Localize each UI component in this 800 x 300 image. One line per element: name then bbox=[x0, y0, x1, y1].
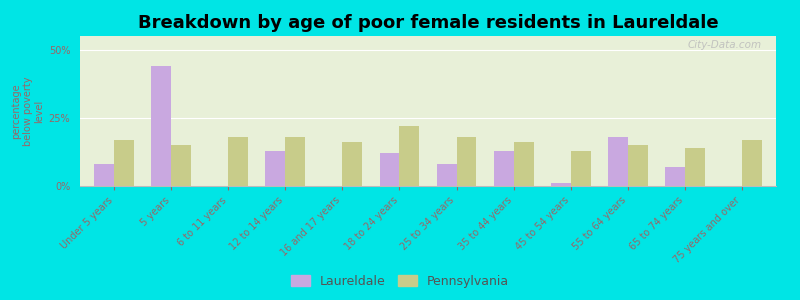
Bar bbox=[457, 137, 477, 186]
Bar bbox=[286, 137, 306, 186]
Text: City-Data.com: City-Data.com bbox=[688, 40, 762, 50]
Bar bbox=[151, 66, 171, 186]
Bar bbox=[437, 164, 457, 186]
Bar bbox=[608, 137, 628, 186]
Bar bbox=[514, 142, 534, 186]
Bar bbox=[550, 183, 570, 186]
Bar bbox=[494, 151, 514, 186]
Bar bbox=[228, 137, 248, 186]
Bar bbox=[628, 145, 648, 186]
Legend: Laureldale, Pennsylvania: Laureldale, Pennsylvania bbox=[291, 275, 509, 288]
Bar bbox=[94, 164, 114, 186]
Title: Breakdown by age of poor female residents in Laureldale: Breakdown by age of poor female resident… bbox=[138, 14, 718, 32]
Bar bbox=[742, 140, 762, 186]
Bar bbox=[665, 167, 685, 186]
Bar bbox=[570, 151, 590, 186]
Bar bbox=[266, 151, 286, 186]
Bar bbox=[171, 145, 191, 186]
Bar bbox=[114, 140, 134, 186]
Bar bbox=[342, 142, 362, 186]
Bar bbox=[399, 126, 419, 186]
Bar bbox=[685, 148, 705, 186]
Bar bbox=[379, 153, 399, 186]
Y-axis label: percentage
below poverty
level: percentage below poverty level bbox=[11, 76, 45, 146]
